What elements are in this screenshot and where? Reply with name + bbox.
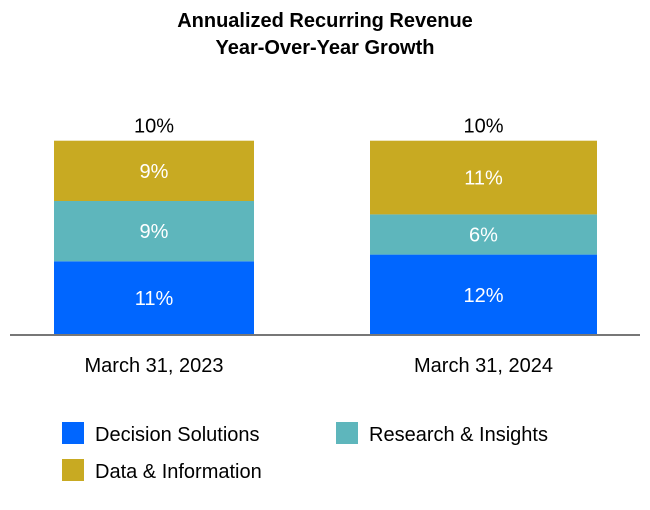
- data-label: 9%: [140, 221, 169, 243]
- chart-title-line-2: Year-Over-Year Growth: [216, 37, 435, 59]
- bar-segment: [54, 261, 254, 335]
- legend-label: Research & Insights: [369, 424, 548, 446]
- legend-swatch: [62, 459, 84, 481]
- legend-swatch: [336, 422, 358, 444]
- data-label: 6%: [469, 225, 498, 247]
- x-tick-label: March 31, 2024: [414, 355, 553, 377]
- legend-swatch: [62, 422, 84, 444]
- total-label: 10%: [463, 116, 503, 138]
- legend-label: Data & Information: [95, 461, 262, 483]
- bar-segment: [54, 201, 254, 262]
- bar-segment: [370, 140, 597, 215]
- x-tick-label: March 31, 2023: [85, 355, 224, 377]
- bar-segment: [370, 214, 597, 255]
- data-label: 11%: [135, 288, 174, 310]
- total-label: 10%: [134, 116, 174, 138]
- data-label: 9%: [140, 161, 169, 183]
- bar-segment: [54, 140, 254, 201]
- legend-label: Decision Solutions: [95, 424, 260, 446]
- bar-segment: [370, 254, 597, 335]
- data-label: 12%: [463, 285, 503, 307]
- chart-title-line-1: Annualized Recurring Revenue: [177, 10, 473, 32]
- data-label: 11%: [464, 168, 503, 190]
